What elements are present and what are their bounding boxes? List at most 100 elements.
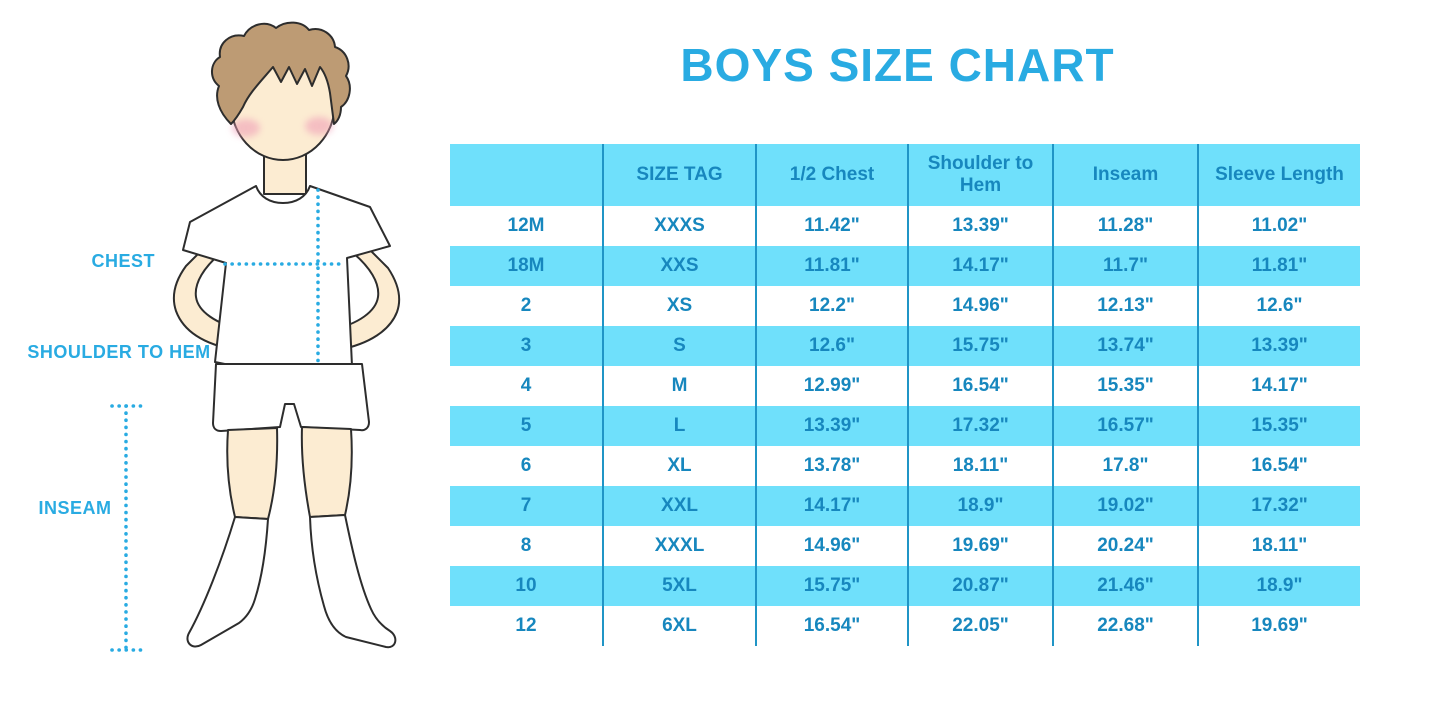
cell-inseam: 17.8": [1052, 446, 1197, 486]
cell-size: 7: [520, 495, 532, 517]
cell-size-tag: 5XL: [602, 566, 755, 606]
cell-sleeve-length: 18.9": [1197, 566, 1360, 606]
cell-size: 2: [520, 295, 532, 317]
size-table: SIZE TAG 1/2 Chest Shoulder to Hem Insea…: [450, 144, 1360, 646]
cell-shoulder-to-hem: 18.11": [907, 446, 1052, 486]
cell-inseam: 11.7": [1052, 246, 1197, 286]
cell-shoulder-to-hem: 20.87": [907, 566, 1052, 606]
table-row: 12M XXXS 11.42" 13.39" 11.28" 11.02": [450, 206, 1360, 246]
table-row: 7 XXL 14.17" 18.9" 19.02" 17.32": [450, 486, 1360, 526]
cell-sleeve-length: 14.17": [1197, 366, 1360, 406]
cell-inseam: 21.46": [1052, 566, 1197, 606]
cell-size-tag: XS: [602, 286, 755, 326]
cell-sleeve-length: 15.35": [1197, 406, 1360, 446]
cell-size-tag: XXS: [602, 246, 755, 286]
left-sock: [186, 516, 269, 648]
cell-shoulder-to-hem: 14.96": [907, 286, 1052, 326]
cell-half-chest: 12.6": [755, 326, 907, 366]
cell-inseam: 19.02": [1052, 486, 1197, 526]
cell-size-tag: XXL: [602, 486, 755, 526]
header-half-chest: 1/2 Chest: [755, 144, 907, 206]
measurement-figure: CHEST SHOULDER TO HEM INSEAM: [0, 0, 450, 723]
cell-shoulder-to-hem: 19.69": [907, 526, 1052, 566]
cell-shoulder-to-hem: 13.39": [907, 206, 1052, 246]
table-row: 8 XXXL 14.96" 19.69" 20.24" 18.11": [450, 526, 1360, 566]
table-header-row: SIZE TAG 1/2 Chest Shoulder to Hem Insea…: [450, 144, 1360, 206]
cell-half-chest: 13.39": [755, 406, 907, 446]
shorts: [212, 363, 370, 432]
inseam-label: INSEAM: [38, 498, 112, 518]
cell-sleeve-length: 11.81": [1197, 246, 1360, 286]
measurement-lines: [110, 188, 346, 652]
table-row: 12 6XL 16.54" 22.05" 22.68" 19.69": [450, 606, 1360, 646]
left-leg: [226, 427, 279, 520]
cell-inseam: 22.68": [1052, 606, 1197, 646]
table-row: 10 5XL 15.75" 20.87" 21.46" 18.9": [450, 566, 1360, 606]
page-title: BOYS SIZE CHART: [680, 39, 1115, 91]
table-row: 4 M 12.99" 16.54" 15.35" 14.17": [450, 366, 1360, 406]
cell-sleeve-length: 17.32": [1197, 486, 1360, 526]
header-size: [450, 144, 602, 206]
table-row: 6 XL 13.78" 18.11" 17.8" 16.54": [450, 446, 1360, 486]
cell-half-chest: 14.17": [755, 486, 907, 526]
cell-size: 12: [515, 615, 537, 637]
cell-size-tag: 6XL: [602, 606, 755, 646]
header-sleeve-length: Sleeve Length: [1197, 144, 1360, 206]
cell-half-chest: 12.2": [755, 286, 907, 326]
cell-size-tag: M: [602, 366, 755, 406]
cell-half-chest: 11.42": [755, 206, 907, 246]
right-sock: [309, 514, 397, 649]
cell-shoulder-to-hem: 17.32": [907, 406, 1052, 446]
cell-size-tag: XXXS: [602, 206, 755, 246]
cell-inseam: 15.35": [1052, 366, 1197, 406]
header-inseam: Inseam: [1052, 144, 1197, 206]
hair: [211, 21, 351, 125]
cell-size: 8: [520, 535, 532, 557]
table-row: 2 XS 12.2" 14.96" 12.13" 12.6": [450, 286, 1360, 326]
cell-size: 4: [520, 375, 532, 397]
cell-size: 6: [520, 455, 532, 477]
header-shoulder-to-hem: Shoulder to Hem: [907, 144, 1052, 206]
cell-inseam: 13.74": [1052, 326, 1197, 366]
header-size-tag: SIZE TAG: [602, 144, 755, 206]
cell-inseam: 16.57": [1052, 406, 1197, 446]
cell-inseam: 12.13": [1052, 286, 1197, 326]
boy-illustration: [110, 21, 401, 652]
cell-size: 10: [515, 575, 537, 597]
cell-shoulder-to-hem: 16.54": [907, 366, 1052, 406]
cell-size: 5: [520, 415, 532, 437]
cell-sleeve-length: 11.02": [1197, 206, 1360, 246]
table-row: 18M XXS 11.81" 14.17" 11.7" 11.81": [450, 246, 1360, 286]
right-leg: [300, 426, 353, 518]
cell-shoulder-to-hem: 15.75": [907, 326, 1052, 366]
table-row: 3 S 12.6" 15.75" 13.74" 13.39": [450, 326, 1360, 366]
cell-sleeve-length: 18.11": [1197, 526, 1360, 566]
table-row: 5 L 13.39" 17.32" 16.57" 15.35": [450, 406, 1360, 446]
cell-inseam: 11.28": [1052, 206, 1197, 246]
cell-half-chest: 16.54": [755, 606, 907, 646]
cell-half-chest: 14.96": [755, 526, 907, 566]
cell-size: 18M: [507, 255, 545, 277]
cell-half-chest: 15.75": [755, 566, 907, 606]
cell-size-tag: L: [602, 406, 755, 446]
cell-half-chest: 13.78": [755, 446, 907, 486]
cell-shoulder-to-hem: 18.9": [907, 486, 1052, 526]
cell-size: 3: [520, 335, 532, 357]
cell-sleeve-length: 16.54": [1197, 446, 1360, 486]
cell-size-tag: XXXL: [602, 526, 755, 566]
cell-sleeve-length: 12.6": [1197, 286, 1360, 326]
chest-label: CHEST: [91, 251, 155, 271]
cell-half-chest: 12.99": [755, 366, 907, 406]
cell-shoulder-to-hem: 14.17": [907, 246, 1052, 286]
cell-shoulder-to-hem: 22.05": [907, 606, 1052, 646]
left-cheek: [232, 119, 260, 137]
cell-size: 12M: [507, 215, 545, 237]
cell-size-tag: S: [602, 326, 755, 366]
cell-sleeve-length: 13.39": [1197, 326, 1360, 366]
cell-half-chest: 11.81": [755, 246, 907, 286]
cell-inseam: 20.24": [1052, 526, 1197, 566]
cell-sleeve-length: 19.69": [1197, 606, 1360, 646]
right-cheek: [305, 117, 333, 135]
shoulder-to-hem-label: SHOULDER TO HEM: [27, 342, 211, 362]
cell-size-tag: XL: [602, 446, 755, 486]
